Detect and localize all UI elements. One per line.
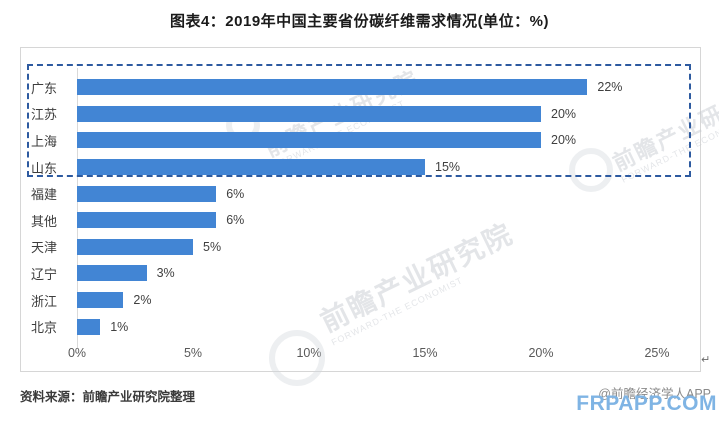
credit-note: @前瞻经济学人APP <box>598 387 711 401</box>
bar-rows: 广东 22% 江苏 20% 上海 20% 山东 15% 福建 6% 其他 6% 天津 5% 辽宁 3% 浙江 2%… <box>21 74 700 340</box>
bar-row: 广东 22% <box>21 74 700 101</box>
bar-row: 上海 20% <box>21 127 700 154</box>
value-label: 2% <box>133 293 152 308</box>
bar <box>77 105 541 122</box>
category-label: 广东 <box>31 80 58 96</box>
value-label: 22% <box>597 80 623 95</box>
value-label: 1% <box>110 319 129 334</box>
value-label: 6% <box>226 213 245 228</box>
x-tick-label: 25% <box>644 346 670 360</box>
bar-row: 福建 6% <box>21 180 700 207</box>
value-label: 20% <box>551 106 577 121</box>
x-axis-ticks: 0% 5% 10% 15% 20% 25% <box>21 346 700 366</box>
category-label: 江苏 <box>31 107 58 123</box>
return-mark: ↵ <box>701 354 711 366</box>
category-label: 山东 <box>31 160 58 176</box>
category-label: 其他 <box>31 213 58 229</box>
bar <box>77 79 588 96</box>
x-tick-label: 15% <box>412 346 438 360</box>
bar <box>77 185 217 202</box>
chart-title: 图表4：2019年中国主要省份碳纤维需求情况(单位：%) <box>169 13 550 30</box>
y-axis-line <box>77 68 78 348</box>
bar <box>77 292 124 309</box>
category-label: 福建 <box>31 187 58 203</box>
bar-row: 其他 6% <box>21 207 700 234</box>
bar-row: 浙江 2% <box>21 287 700 314</box>
category-label: 天津 <box>31 240 58 256</box>
bar <box>77 132 541 149</box>
category-label: 上海 <box>31 133 58 149</box>
value-label: 15% <box>435 160 461 175</box>
category-label: 辽宁 <box>31 266 58 282</box>
x-tick-label: 10% <box>296 346 322 360</box>
x-tick-label: 20% <box>528 346 554 360</box>
value-label: 6% <box>226 186 245 201</box>
bar-row: 江苏 20% <box>21 101 700 128</box>
bar <box>77 238 193 255</box>
x-tick-label: 5% <box>183 346 203 360</box>
category-label: 浙江 <box>31 293 58 309</box>
bar-row: 北京 1% <box>21 313 700 340</box>
source-note: 资料来源：前瞻产业研究院整理 <box>20 390 196 404</box>
bar <box>77 212 217 229</box>
bar <box>77 318 101 335</box>
bar-row: 辽宁 3% <box>21 260 700 287</box>
value-label: 20% <box>551 133 577 148</box>
bar <box>77 265 147 282</box>
value-label: 3% <box>156 266 175 281</box>
value-label: 5% <box>203 239 222 254</box>
x-tick-label: 0% <box>67 346 87 360</box>
bar-row: 天津 5% <box>21 234 700 261</box>
bar <box>77 159 425 176</box>
category-label: 北京 <box>31 320 58 336</box>
frpapp-watermark: FRPAPP.COM <box>576 392 717 415</box>
bar-row: 山东 15% <box>21 154 700 181</box>
